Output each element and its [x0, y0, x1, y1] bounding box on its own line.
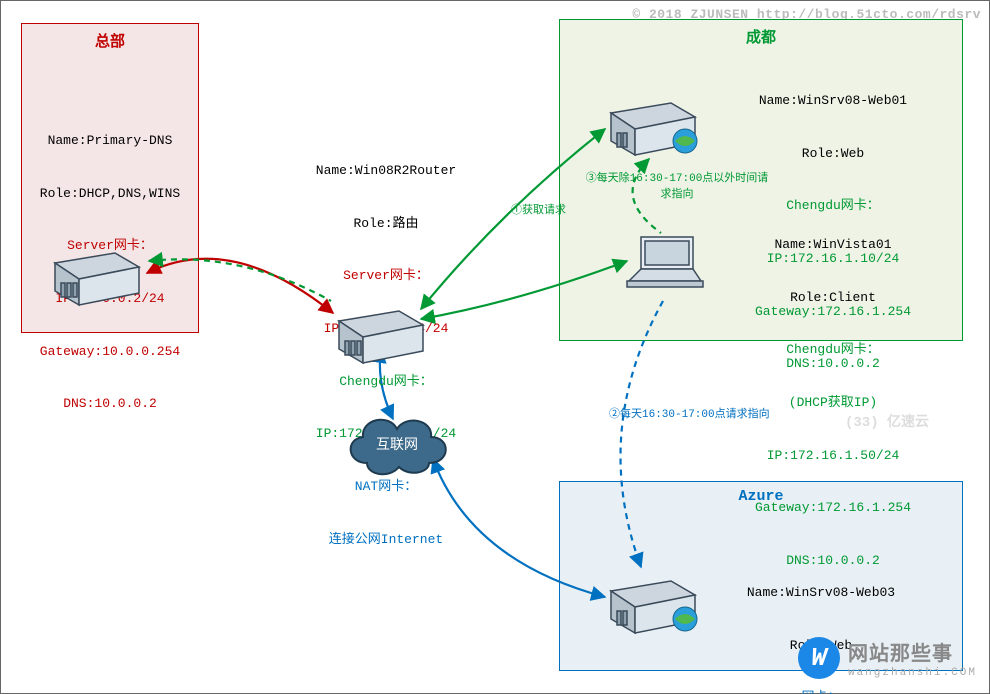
wm-logo-letter: W [798, 637, 840, 679]
router-grn-0: Chengdu网卡： [301, 373, 471, 391]
cdclient-text: Name:WinVista01 Role:Client Chengdu网卡： (… [733, 201, 933, 605]
cdweb-name-0: Name:WinSrv08-Web01 [733, 92, 933, 110]
azweb-server-icon [605, 571, 701, 635]
edge-label-1: ①获取请求 [511, 201, 566, 217]
cdc-g-0: Chengdu网卡： [733, 341, 933, 359]
watermark-bottom: W 网站那些事 wangzhanshi.COM [798, 637, 977, 679]
cloud-label: 互联网 [376, 437, 418, 454]
edge-label-3: ③每天除16:30-17:00点以外时间请 求指向 [577, 169, 777, 201]
router-icon [333, 301, 429, 365]
cloud-icon: 互联网 [337, 407, 457, 483]
hq-red-3: DNS:10.0.0.2 [29, 395, 191, 413]
az-name-0: Name:WinSrv08-Web03 [721, 584, 921, 602]
cdweb-server-icon [605, 93, 701, 157]
edge-label-2: ②每天16:30-17:00点请求指向 [609, 405, 770, 421]
cdc-g-2: IP:172.16.1.50/24 [733, 447, 933, 465]
wm-logo-text: 网站那些事 [848, 637, 977, 667]
wm-logo-sub: wangzhanshi.COM [848, 667, 977, 679]
az-b-0: 网卡： [721, 689, 921, 694]
cdc-g-3: Gateway:172.16.1.254 [733, 499, 933, 517]
cdc-name-0: Name:WinVista01 [733, 236, 933, 254]
hq-name-0: Name:Primary-DNS [29, 132, 191, 150]
router-blu-1: 连接公网Internet [301, 531, 471, 549]
router-name-0: Name:Win08R2Router [301, 162, 471, 180]
region-chengdu-title: 成都 [560, 26, 962, 47]
hq-name-1: Role:DHCP,DNS,WINS [29, 185, 191, 203]
hq-server-icon [49, 243, 145, 307]
router-red-0: Server网卡： [301, 267, 471, 285]
laptop-icon [623, 231, 707, 295]
cdweb-name-1: Role:Web [733, 145, 933, 163]
hq-red-2: Gateway:10.0.0.254 [29, 343, 191, 361]
diagram-canvas: © 2018 ZJUNSEN http://blog.51cto.com/rds… [0, 0, 990, 694]
cdc-name-1: Role:Client [733, 289, 933, 307]
region-hq-title: 总部 [22, 30, 198, 51]
router-name-1: Role:路由 [301, 215, 471, 233]
